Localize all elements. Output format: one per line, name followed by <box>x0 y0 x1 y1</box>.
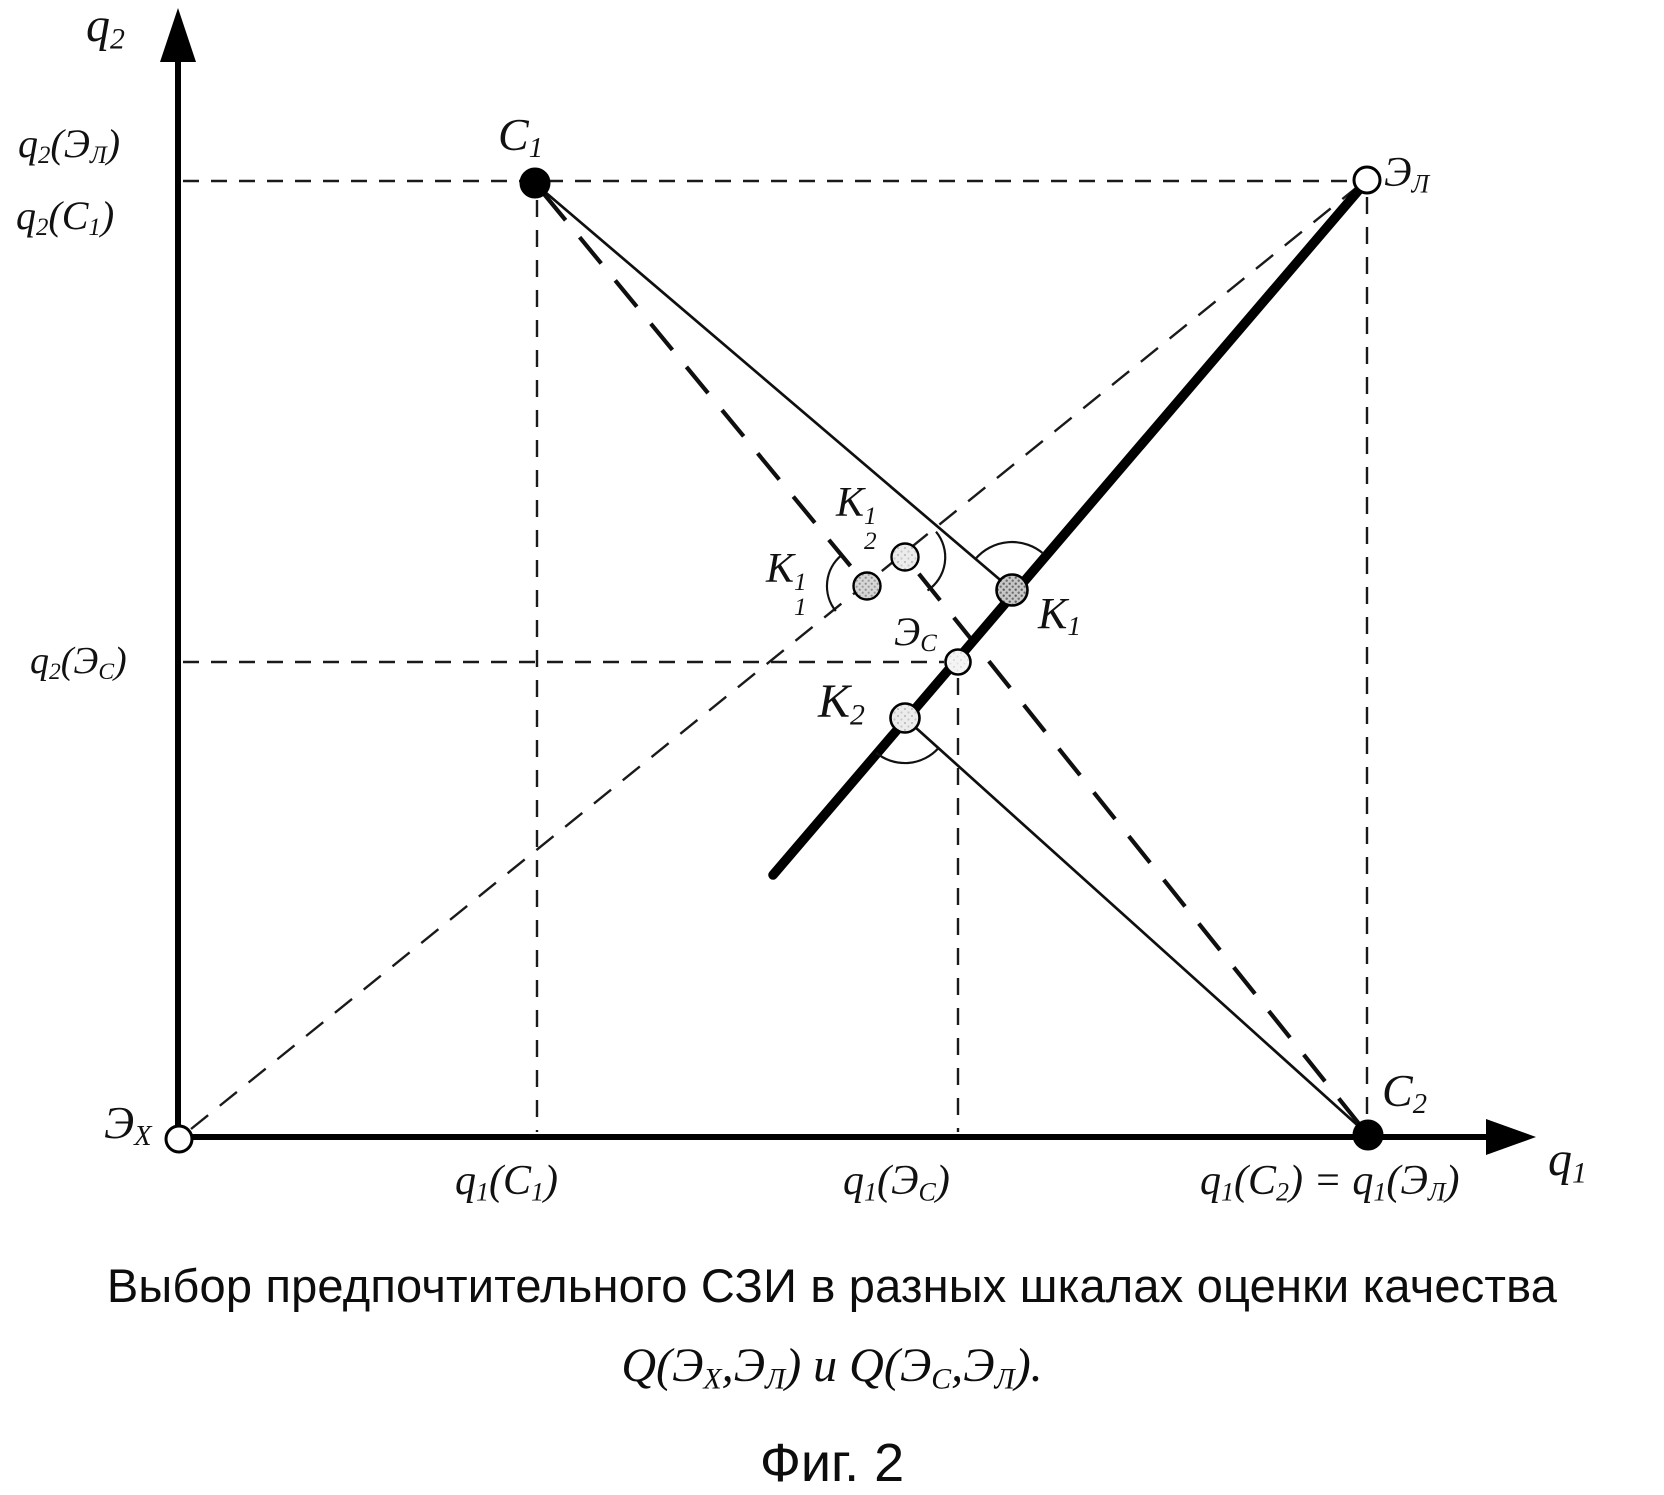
label-c2: C2 <box>1382 1065 1427 1121</box>
point-ex <box>164 1124 194 1154</box>
label-ex: ЭХ <box>104 1097 152 1153</box>
angle-arc-k21 <box>926 530 947 592</box>
label-c1: C1 <box>498 109 543 165</box>
point-c1 <box>519 167 551 199</box>
point-k1 <box>995 573 1029 607</box>
x-tick-q1-c2-eq-el: q1(C2) = q1(ЭЛ) <box>1200 1158 1460 1207</box>
label-el: ЭЛ <box>1384 150 1430 199</box>
label-k2: K2 <box>818 675 865 732</box>
x-tick-q1-ec: q1(ЭС) <box>843 1158 950 1207</box>
y-axis-arrowhead <box>160 8 196 62</box>
perp-solid-c2-k2 <box>904 716 1366 1134</box>
x-tick-q1-c1: q1(C1) <box>455 1158 559 1207</box>
caption-formula: Q(ЭX,ЭЛ) и Q(ЭC,ЭЛ). <box>621 1339 1043 1396</box>
caption-title: Выбор предпочтительного СЗИ в разных шка… <box>106 1259 1558 1312</box>
diagonal-scale-ex-el <box>190 187 1357 1130</box>
angle-arc-k1 <box>974 540 1045 560</box>
y-axis-label: q2 <box>86 0 125 56</box>
point-el <box>1352 165 1382 195</box>
point-c2 <box>1352 1119 1384 1151</box>
thick-scale-ec-el <box>768 179 1369 880</box>
perp-dashed-c1-k11 <box>542 192 864 582</box>
angle-arc-k11 <box>825 554 843 612</box>
point-k21 <box>890 542 920 572</box>
point-k11 <box>852 571 882 601</box>
y-tick-q2-el: q2(ЭЛ) <box>18 121 121 170</box>
perp-dashed-c2-k21 <box>909 562 1362 1127</box>
label-ec: ЭС <box>894 609 937 658</box>
label-k1: K1 <box>1038 589 1081 641</box>
perp-solid-c1-k1 <box>537 184 1013 592</box>
y-tick-q2-ec: q2(ЭС) <box>30 640 127 685</box>
y-tick-q2-c1: q2(C1) <box>16 193 115 242</box>
x-axis-label: q1 <box>1548 1133 1587 1190</box>
angle-arc-k2 <box>875 747 940 765</box>
point-k2 <box>889 702 921 734</box>
x-axis-arrowhead <box>1486 1119 1536 1155</box>
figure-number: Фиг. 2 <box>759 1433 905 1493</box>
point-ec <box>944 648 972 676</box>
